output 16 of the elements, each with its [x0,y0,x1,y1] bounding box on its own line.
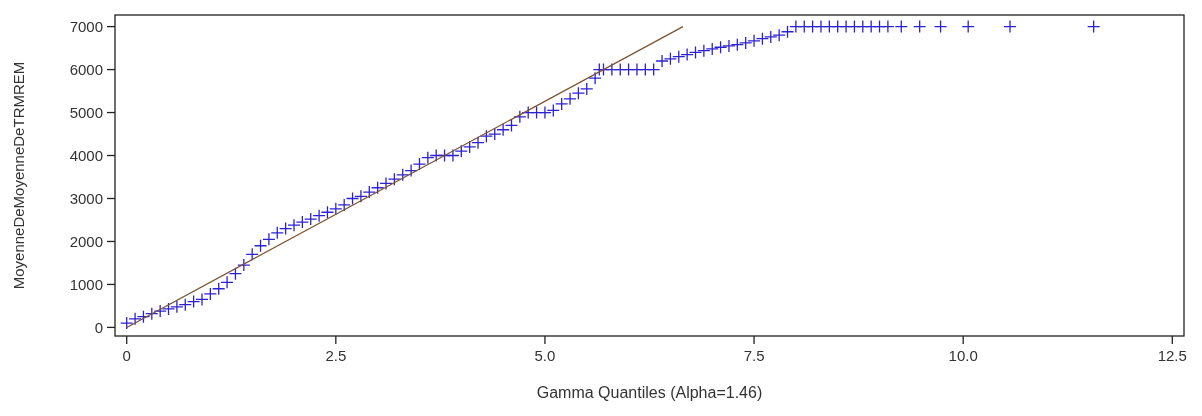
x-axis-title: Gamma Quantiles (Alpha=1.46) [536,384,763,401]
x-tick-label: 2.5 [325,347,347,364]
y-tick-label: 6000 [69,60,103,78]
y-tick-label: 0 [94,318,103,336]
y-tick-label: 7000 [69,17,103,35]
x-tick-label: 10.0 [948,347,978,364]
x-tick-label: 12.5 [1157,347,1187,364]
y-tick-label: 4000 [69,146,103,164]
x-tick-label: 5.0 [534,347,556,364]
x-tick-label: 7.5 [743,347,765,364]
y-axis-title: MoyenneDeMoyenneDeTRMREM [10,61,27,290]
y-tick-label: 3000 [69,189,103,207]
y-tick-label: 5000 [69,103,103,121]
y-tick-label: 2000 [69,232,103,250]
y-tick-label: 1000 [69,275,103,293]
x-tick-label: 0 [122,347,131,364]
